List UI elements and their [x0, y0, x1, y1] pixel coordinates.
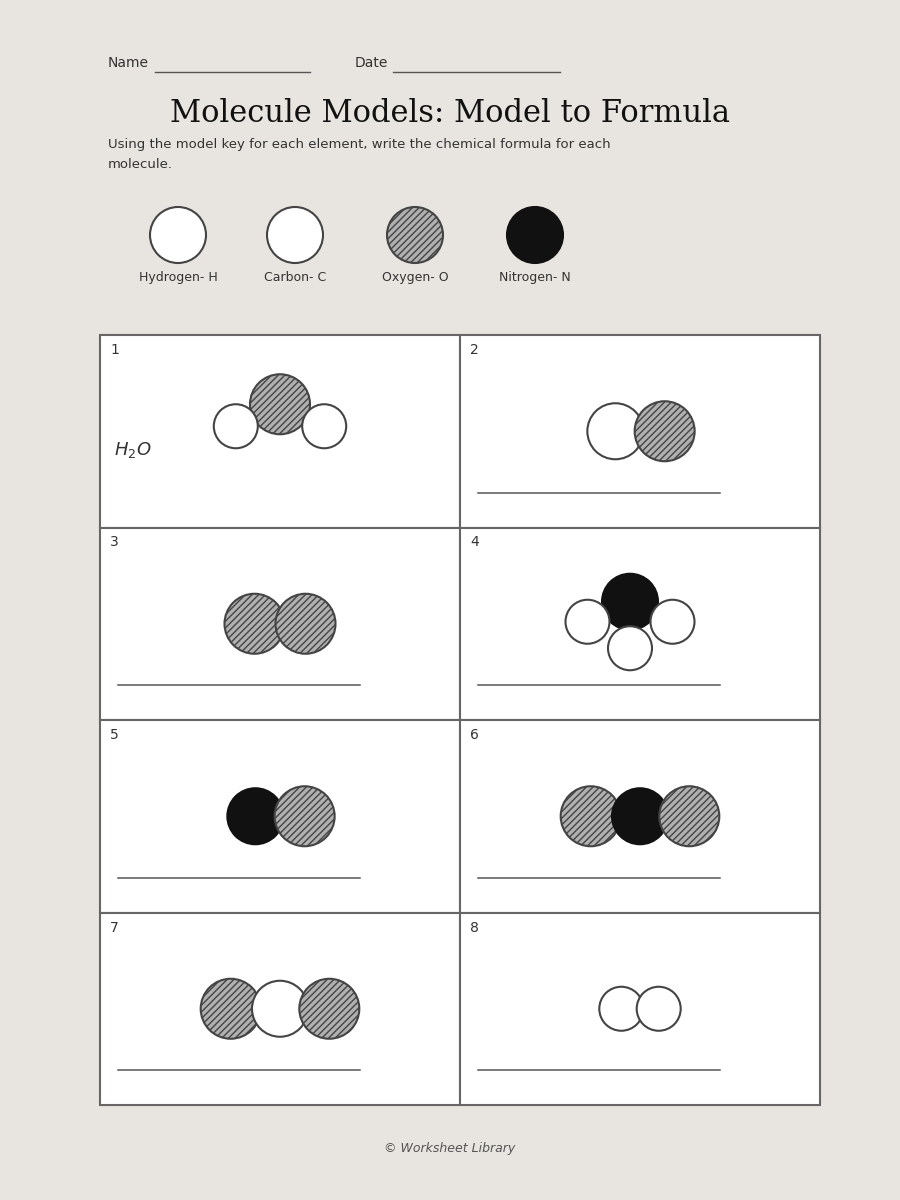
Text: molecule.: molecule.: [108, 158, 173, 170]
Circle shape: [302, 404, 346, 449]
Text: Date: Date: [355, 56, 389, 70]
Bar: [460, 528, 820, 720]
Text: Hydrogen- H: Hydrogen- H: [139, 271, 218, 284]
Circle shape: [651, 600, 695, 643]
Circle shape: [634, 401, 695, 461]
Text: 5: 5: [110, 728, 119, 742]
Bar: [460, 912, 820, 1105]
Text: 8: 8: [470, 920, 479, 935]
Circle shape: [275, 594, 336, 654]
Text: 3: 3: [110, 535, 119, 550]
Text: Molecule Models: Model to Formula: Molecule Models: Model to Formula: [170, 98, 730, 128]
Text: Oxygen- O: Oxygen- O: [382, 271, 448, 284]
Text: Carbon- C: Carbon- C: [264, 271, 326, 284]
Text: 1: 1: [110, 343, 119, 358]
Bar: [100, 720, 460, 912]
Circle shape: [250, 374, 310, 434]
Circle shape: [602, 574, 658, 630]
Circle shape: [274, 786, 335, 846]
Circle shape: [267, 206, 323, 263]
Circle shape: [150, 206, 206, 263]
Circle shape: [636, 986, 680, 1031]
Text: © Worksheet Library: © Worksheet Library: [384, 1142, 516, 1154]
Circle shape: [660, 786, 719, 846]
Circle shape: [201, 979, 261, 1039]
Text: Name: Name: [108, 56, 149, 70]
Bar: [100, 335, 460, 528]
Bar: [460, 720, 820, 912]
Circle shape: [507, 206, 563, 263]
Text: Using the model key for each element, write the chemical formula for each: Using the model key for each element, wr…: [108, 138, 610, 151]
Circle shape: [387, 206, 443, 263]
Text: 2: 2: [470, 343, 479, 358]
Circle shape: [612, 788, 668, 845]
Text: $H_2O$: $H_2O$: [114, 439, 151, 460]
Text: Nitrogen- N: Nitrogen- N: [500, 271, 571, 284]
Circle shape: [565, 600, 609, 643]
Text: 6: 6: [470, 728, 479, 742]
Text: 7: 7: [110, 920, 119, 935]
Circle shape: [561, 786, 621, 846]
Circle shape: [588, 403, 644, 460]
Circle shape: [599, 986, 643, 1031]
Circle shape: [300, 979, 359, 1039]
Text: 4: 4: [470, 535, 479, 550]
Circle shape: [228, 788, 284, 845]
Circle shape: [608, 626, 652, 671]
Circle shape: [224, 594, 284, 654]
Bar: [100, 912, 460, 1105]
Circle shape: [214, 404, 257, 449]
Circle shape: [252, 980, 308, 1037]
Bar: [100, 528, 460, 720]
Bar: [460, 335, 820, 528]
